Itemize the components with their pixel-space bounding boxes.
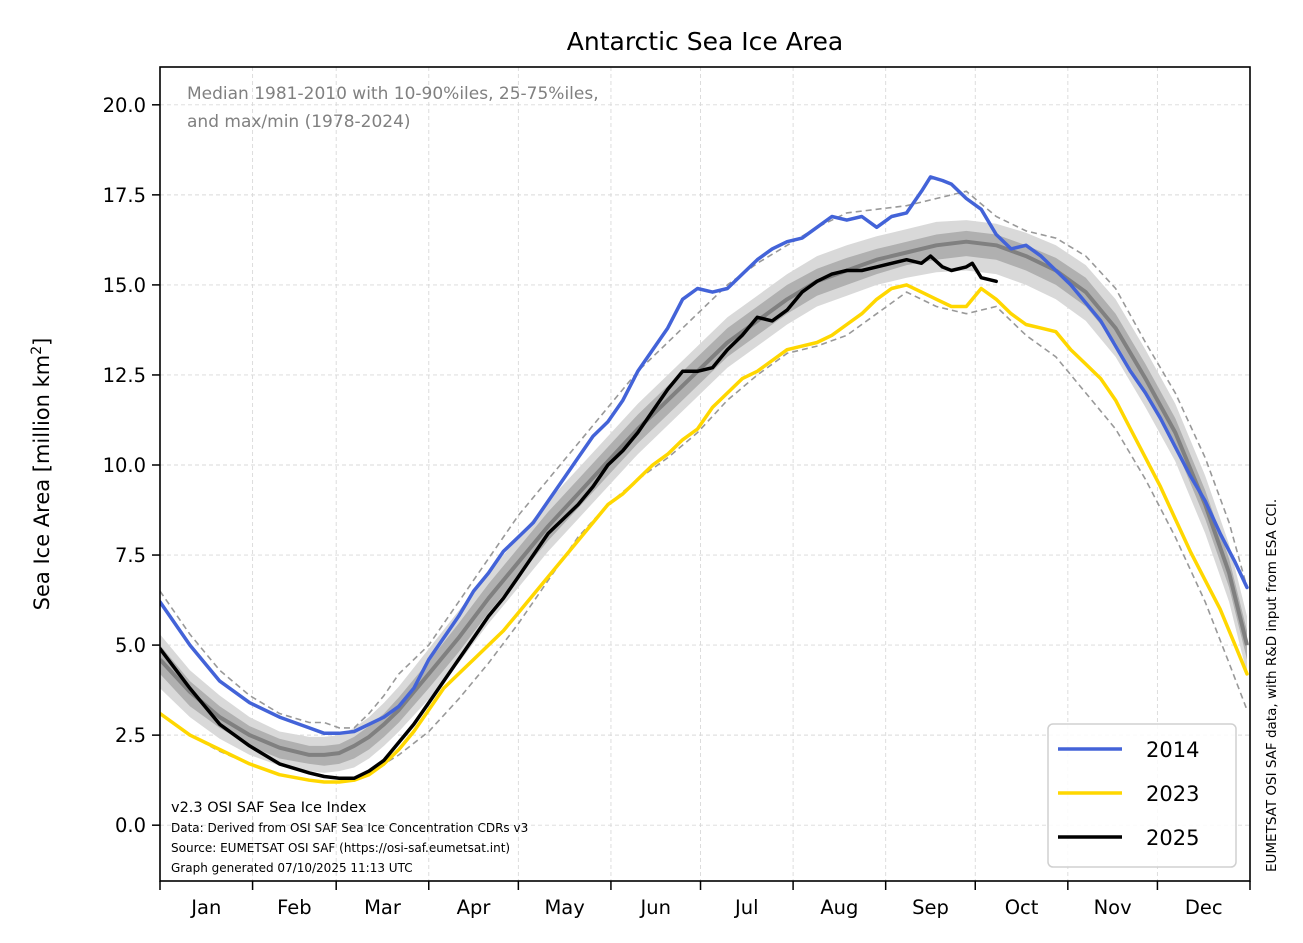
plot-frame [159,66,1251,882]
x-tick-label: Jul [733,896,759,919]
x-tick-label: Oct [1005,896,1039,919]
y-tick-label: 2.5 [115,724,146,747]
credit-version: v2.3 OSI SAF Sea Ice Index [171,800,367,816]
legend-label-2014: 2014 [1146,738,1199,762]
credit-source: Source: EUMETSAT OSI SAF (https://osi-sa… [171,841,510,855]
x-tick-label: Sep [912,896,949,919]
y-tick-label: 17.5 [103,184,146,207]
x-tick-label: Nov [1094,896,1132,919]
y-tick-label: 7.5 [115,544,146,567]
series-line-2023 [160,283,1249,784]
y-tick-label: 5.0 [115,634,146,657]
x-tick-label: Jun [638,896,670,919]
annotation-line-1: Median 1981-2010 with 10-90%iles, 25-75%… [187,84,599,104]
y-tick-label: 0.0 [115,814,146,837]
legend-label-2023: 2023 [1146,782,1199,806]
series-line-2014 [160,175,1249,736]
chart-title: Antarctic Sea Ice Area [567,27,843,56]
annotation-line-2: and max/min (1978-2024) [187,112,411,132]
y-tick-label: 10.0 [103,454,146,477]
x-tick-label: Apr [457,896,492,919]
y-axis: 0.0 2.5 5.0 7.5 10.0 12.5 15.0 17.5 20.0 [103,94,160,837]
legend-label-2025: 2025 [1146,826,1199,850]
y-tick-label: 15.0 [103,274,146,297]
y-axis-label: Sea Ice Area [million km2] [29,338,54,611]
x-tick-label: Jan [189,896,221,919]
side-credit: EUMETSAT OSI SAF data, with R&D input fr… [1264,499,1280,872]
x-tick-label: May [544,896,584,919]
credit-generated: Graph generated 07/10/2025 11:13 UTC [171,861,413,875]
y-tick-label: 20.0 [103,94,146,117]
climatology-bands [160,190,1249,783]
x-tick-label: Aug [820,896,858,919]
credit-data: Data: Derived from OSI SAF Sea Ice Conce… [171,821,528,835]
y-tick-label: 12.5 [103,364,146,387]
legend: 2014 2023 2025 [1047,723,1237,868]
x-tick-label: Feb [277,896,312,919]
x-axis: Jan Feb Mar Apr May Jun Jul Aug Sep Oct Nov Dec [159,881,1251,919]
series-line-2025 [160,254,998,781]
series-lines [160,175,1249,784]
legend-box [1047,723,1237,868]
x-tick-label: Dec [1185,896,1223,919]
x-tick-label: Mar [364,896,402,919]
